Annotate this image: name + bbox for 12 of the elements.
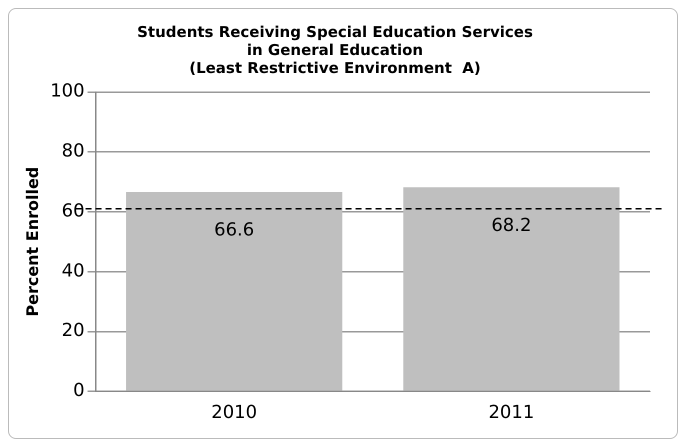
chart-title: Students Receiving Special Education Services in General Education (Least Restrictive Environment A) [137, 22, 533, 77]
y-tick-label: 20 [62, 320, 85, 342]
y-tick-label: 80 [62, 140, 85, 162]
data-label: 68.2 [491, 214, 532, 236]
x-tick-label: 2011 [488, 402, 534, 423]
y-tick-label: 0 [73, 380, 85, 402]
x-tick-label: 2010 [211, 402, 258, 423]
data-label: 66.6 [214, 220, 254, 241]
y-tick-label: 100 [50, 80, 85, 102]
y-axis-title: Percent Enrolled [22, 166, 42, 317]
y-tick-label: 60 [62, 200, 85, 222]
y-tick-label: 40 [62, 260, 85, 282]
